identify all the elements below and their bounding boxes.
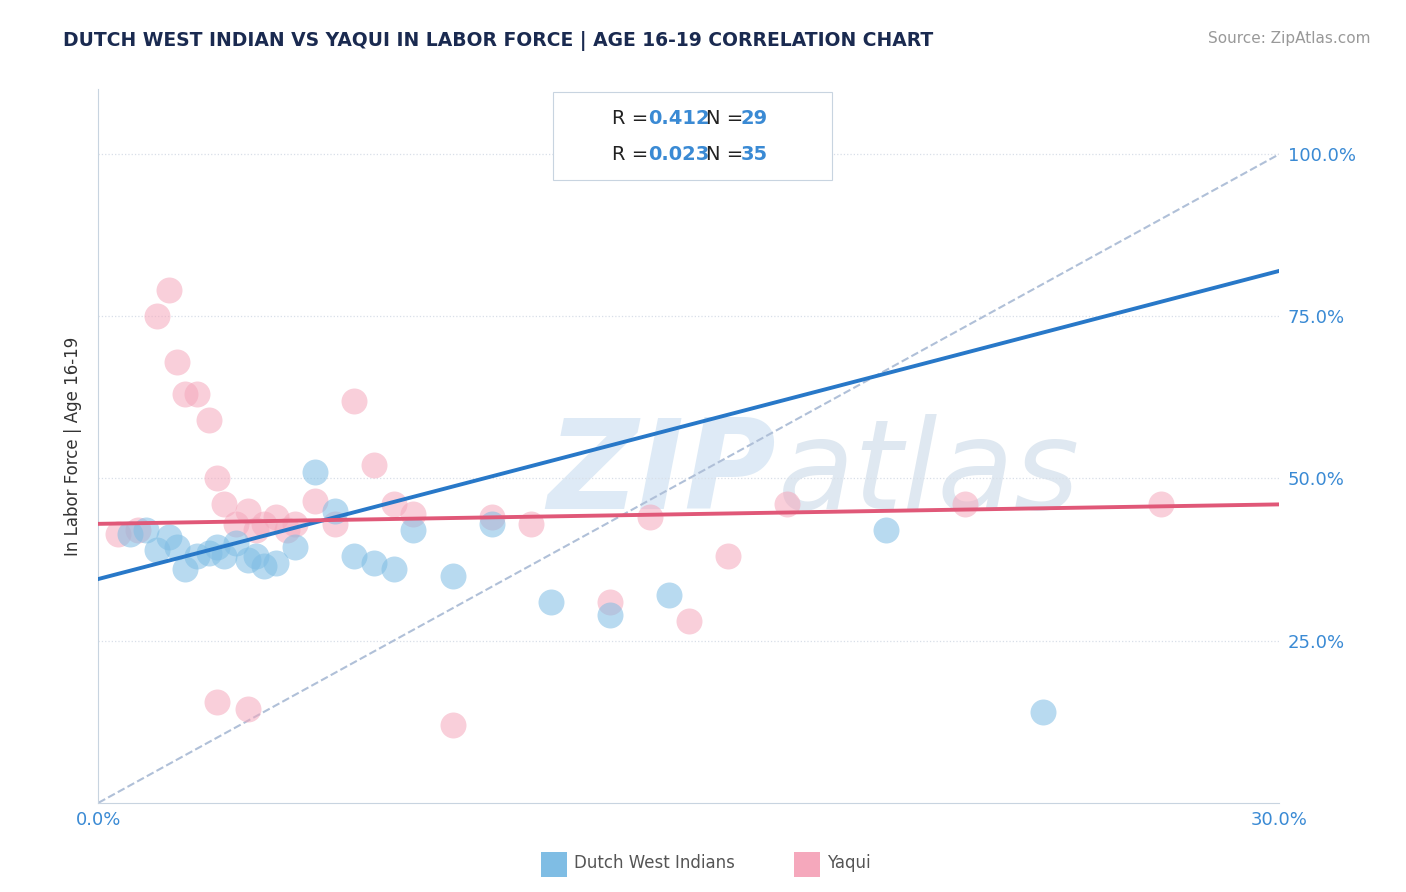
Point: [382, 562, 405, 576]
Point: [441, 718, 464, 732]
Point: [236, 552, 259, 566]
Text: DUTCH WEST INDIAN VS YAQUI IN LABOR FORCE | AGE 16-19 CORRELATION CHART: DUTCH WEST INDIAN VS YAQUI IN LABOR FORC…: [63, 31, 934, 51]
Point: [658, 588, 681, 602]
Text: Dutch West Indians: Dutch West Indians: [574, 855, 734, 872]
Point: [197, 546, 219, 560]
Text: 35: 35: [741, 145, 768, 164]
Point: [402, 507, 425, 521]
Point: [236, 702, 259, 716]
Text: atlas: atlas: [778, 414, 1080, 535]
Text: N =: N =: [706, 109, 749, 128]
Text: Source: ZipAtlas.com: Source: ZipAtlas.com: [1208, 31, 1371, 46]
Point: [678, 614, 700, 628]
Point: [1032, 705, 1054, 719]
Point: [107, 526, 129, 541]
Point: [284, 540, 307, 554]
Point: [157, 283, 180, 297]
Point: [638, 510, 661, 524]
Point: [214, 549, 236, 564]
Point: [174, 562, 197, 576]
Point: [174, 387, 197, 401]
Point: [363, 556, 385, 570]
Point: [363, 458, 385, 473]
Point: [236, 504, 259, 518]
Point: [776, 497, 799, 511]
Text: 0.412: 0.412: [648, 109, 710, 128]
Text: ZIP: ZIP: [547, 414, 776, 535]
Point: [197, 413, 219, 427]
Text: R =: R =: [612, 145, 654, 164]
FancyBboxPatch shape: [794, 852, 820, 877]
Point: [205, 471, 228, 485]
FancyBboxPatch shape: [572, 104, 600, 133]
FancyBboxPatch shape: [541, 852, 567, 877]
Point: [225, 516, 247, 531]
Text: R =: R =: [612, 109, 654, 128]
Text: Yaqui: Yaqui: [827, 855, 870, 872]
Point: [323, 504, 346, 518]
Point: [146, 310, 169, 324]
Y-axis label: In Labor Force | Age 16-19: In Labor Force | Age 16-19: [63, 336, 82, 556]
Point: [481, 510, 503, 524]
Point: [402, 524, 425, 538]
Point: [245, 524, 267, 538]
Point: [118, 526, 141, 541]
Point: [520, 516, 543, 531]
Text: 29: 29: [741, 109, 768, 128]
Point: [875, 524, 897, 538]
Point: [225, 536, 247, 550]
Point: [953, 497, 976, 511]
Point: [284, 516, 307, 531]
Point: [323, 516, 346, 531]
Point: [166, 354, 188, 368]
Point: [205, 540, 228, 554]
Point: [599, 595, 621, 609]
Point: [1150, 497, 1173, 511]
Point: [135, 524, 157, 538]
Text: N =: N =: [706, 145, 749, 164]
Point: [264, 556, 287, 570]
Point: [441, 568, 464, 582]
Point: [253, 559, 276, 574]
Point: [146, 542, 169, 557]
Point: [276, 524, 298, 538]
Point: [205, 695, 228, 709]
Point: [214, 497, 236, 511]
FancyBboxPatch shape: [572, 140, 600, 169]
Point: [157, 530, 180, 544]
Point: [304, 494, 326, 508]
Point: [382, 497, 405, 511]
Point: [343, 393, 366, 408]
Point: [186, 387, 208, 401]
Point: [304, 465, 326, 479]
Point: [343, 549, 366, 564]
Point: [253, 516, 276, 531]
Point: [540, 595, 562, 609]
Point: [245, 549, 267, 564]
Point: [481, 516, 503, 531]
Point: [166, 540, 188, 554]
Point: [264, 510, 287, 524]
Text: 0.023: 0.023: [648, 145, 710, 164]
Point: [186, 549, 208, 564]
Point: [127, 524, 149, 538]
Point: [599, 607, 621, 622]
Point: [717, 549, 740, 564]
